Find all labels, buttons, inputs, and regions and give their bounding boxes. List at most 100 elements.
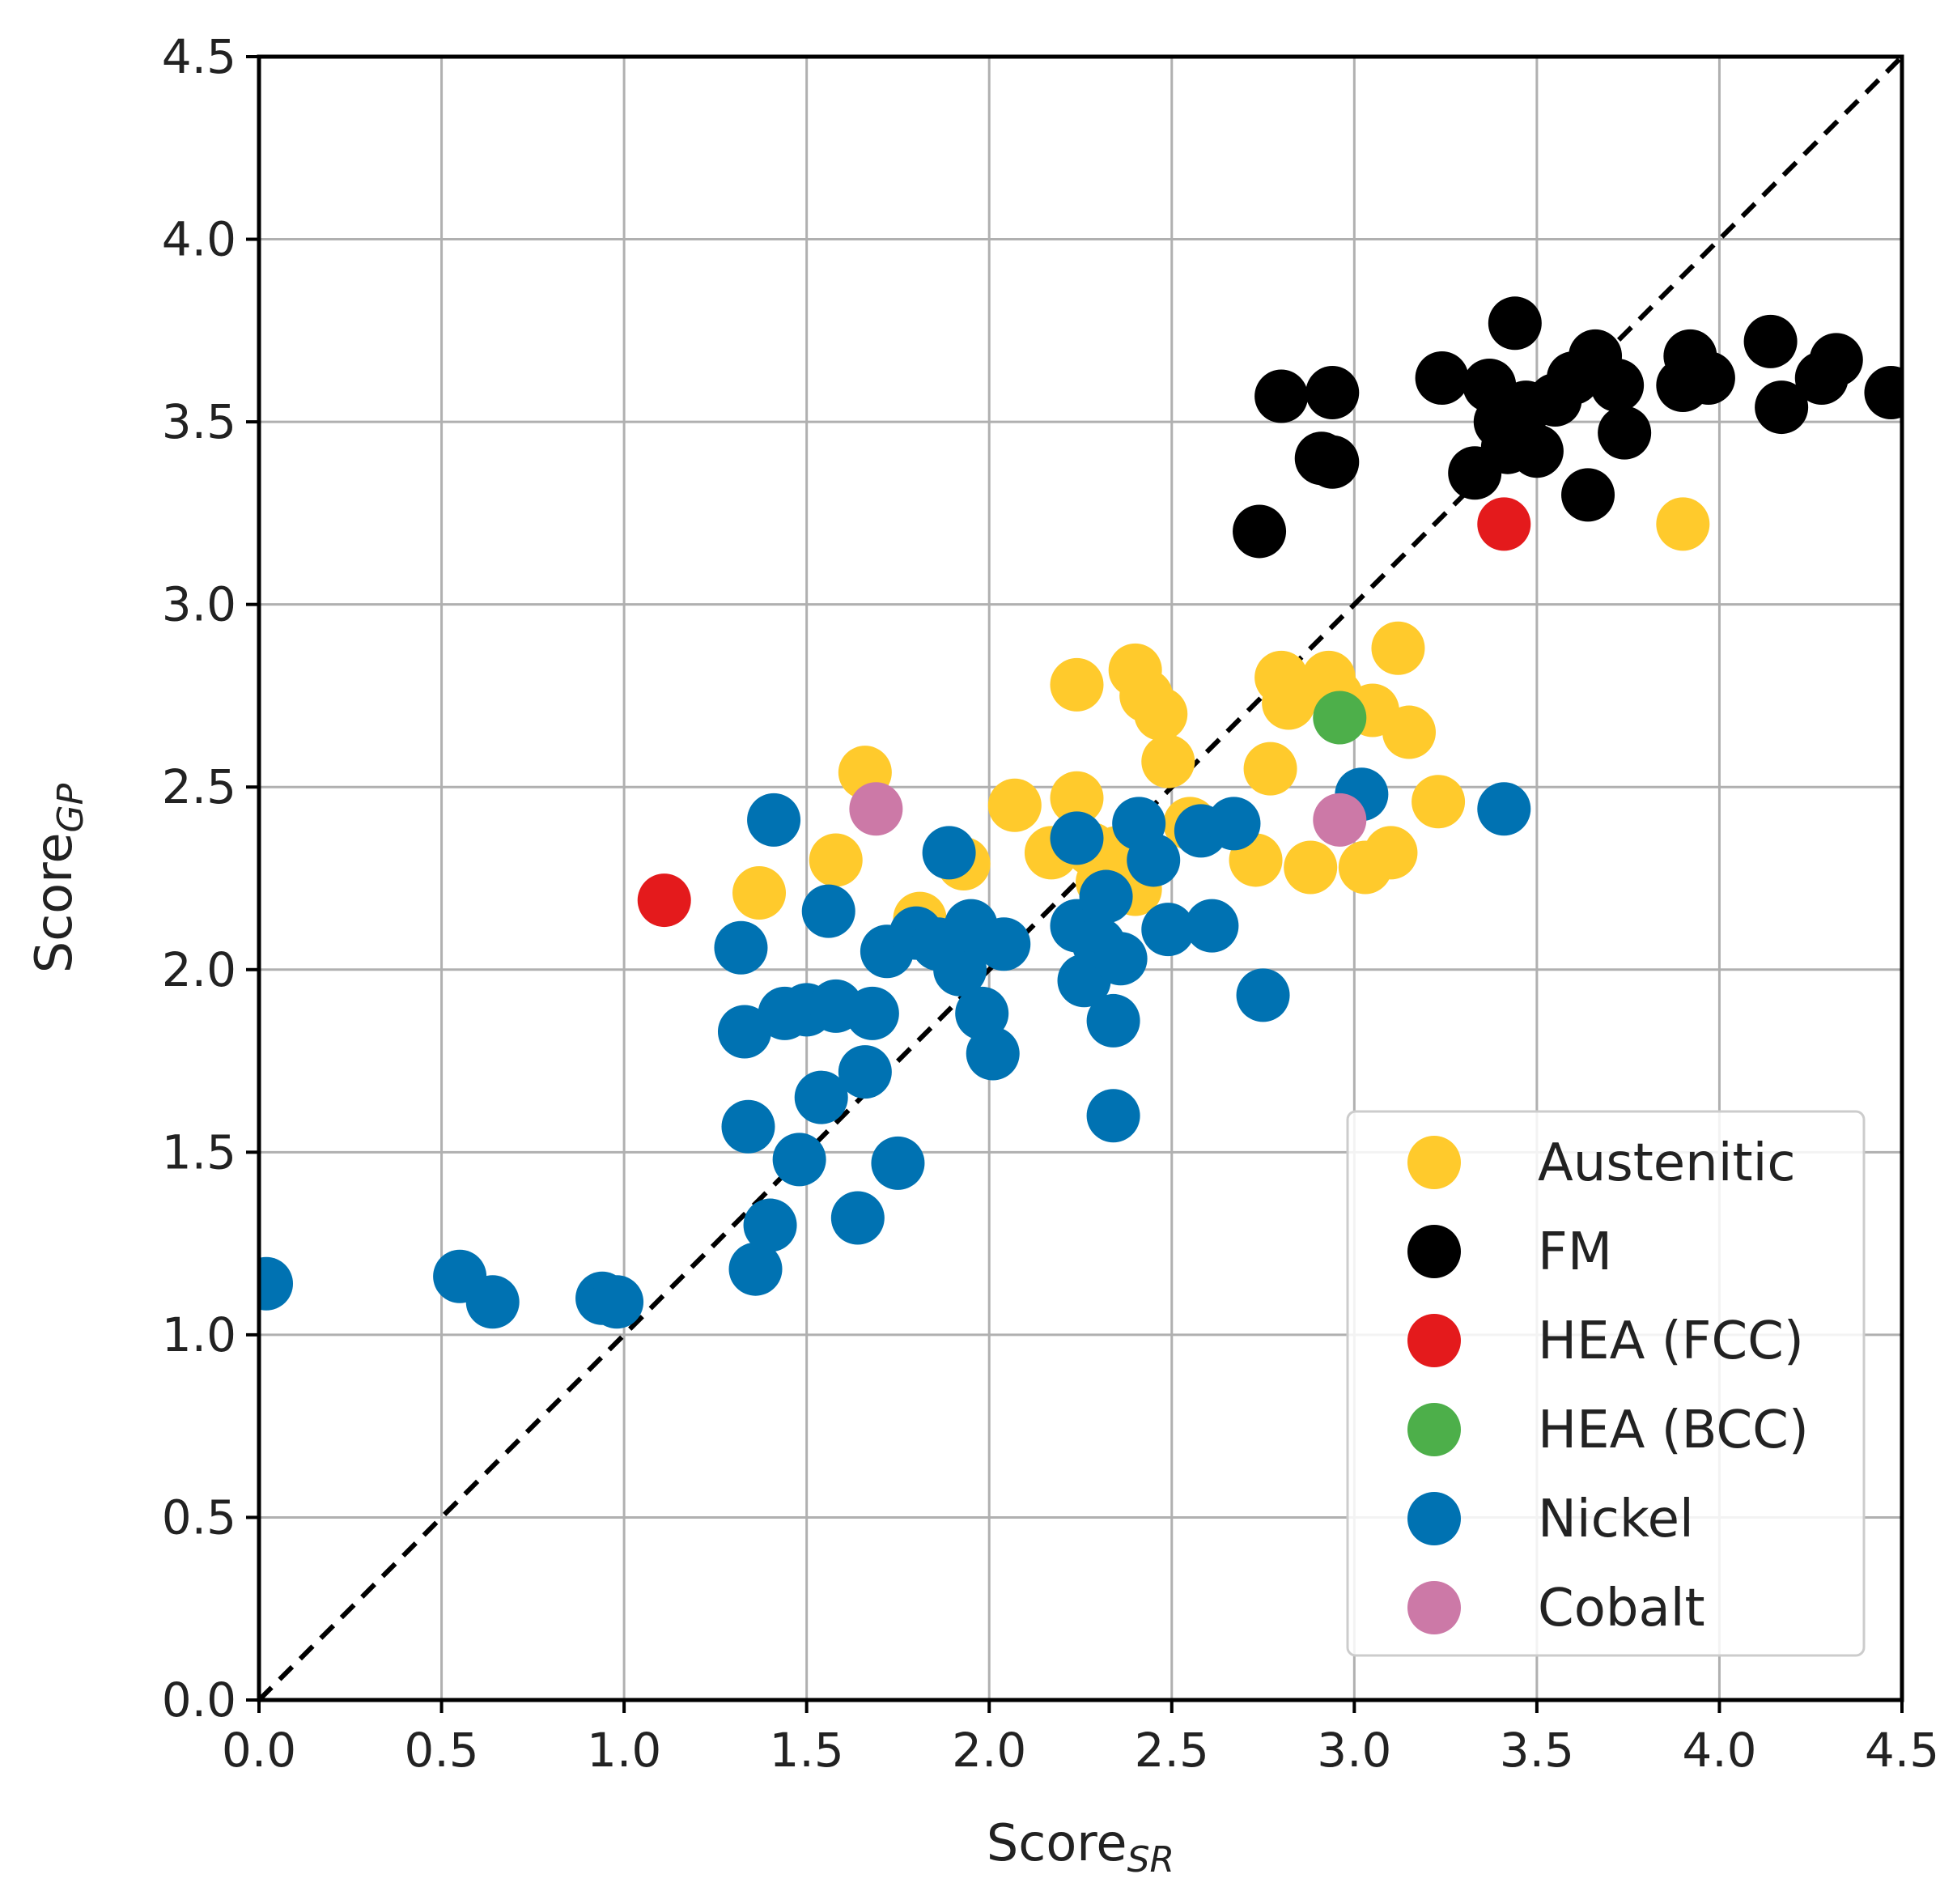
point-nickel bbox=[1079, 869, 1133, 924]
x-tick-label: 2.5 bbox=[1135, 1723, 1209, 1778]
y-tick-label: 1.5 bbox=[162, 1124, 236, 1179]
legend-marker-cobalt bbox=[1407, 1581, 1461, 1634]
x-tick-label: 0.5 bbox=[404, 1723, 478, 1778]
point-nickel bbox=[1127, 833, 1181, 887]
y-axis-label: ScoreGP bbox=[24, 783, 91, 973]
point-nickel bbox=[465, 1275, 520, 1329]
x-axis-label-main: Score bbox=[987, 1813, 1127, 1872]
point-austenitic bbox=[809, 833, 863, 887]
point-cobalt bbox=[1313, 793, 1367, 847]
legend-box bbox=[1346, 1110, 1866, 1657]
x-tick-label: 3.5 bbox=[1500, 1723, 1574, 1778]
point-nickel bbox=[1086, 1089, 1140, 1143]
point-nickel bbox=[794, 1070, 848, 1124]
point-nickel bbox=[1185, 899, 1239, 953]
point-austenitic bbox=[1382, 705, 1436, 759]
point-hea-fcc bbox=[637, 873, 691, 928]
point-fm bbox=[1509, 424, 1564, 478]
point-fm bbox=[1598, 406, 1652, 460]
identity-line-group bbox=[257, 54, 1904, 1702]
point-fm bbox=[1590, 359, 1645, 412]
y-axis-label-main: Score bbox=[24, 832, 83, 973]
point-nickel bbox=[922, 826, 976, 880]
point-fm bbox=[1561, 468, 1615, 522]
point-nickel bbox=[845, 986, 899, 1040]
x-axis-label: ScoreSR bbox=[987, 1813, 1174, 1881]
point-nickel bbox=[259, 1256, 294, 1311]
y-tick-label: 4.5 bbox=[162, 29, 236, 84]
point-fm bbox=[1488, 296, 1542, 351]
point-nickel bbox=[1141, 903, 1195, 957]
point-fm bbox=[1755, 380, 1809, 435]
axis-ticks: 0.0 0.5 1.0 1.5 2.0 2.5 3.0 3.5 4.0 4.5 0.0 0.5 1.0 1… bbox=[162, 29, 1939, 1778]
legend-marker-hea-bcc bbox=[1407, 1403, 1461, 1456]
point-hea-fcc bbox=[1477, 497, 1531, 551]
point-nickel bbox=[801, 884, 855, 938]
point-austenitic bbox=[1243, 742, 1297, 796]
x-tick-label: 4.5 bbox=[1865, 1723, 1939, 1778]
y-tick-label: 4.0 bbox=[162, 212, 236, 267]
y-tick-label: 0.5 bbox=[162, 1490, 236, 1545]
point-nickel bbox=[590, 1275, 644, 1329]
identity-reference-line bbox=[257, 54, 1904, 1702]
y-tick-label: 2.5 bbox=[162, 759, 236, 814]
x-tick-label: 1.0 bbox=[587, 1723, 661, 1778]
point-hea-bcc bbox=[1313, 691, 1367, 745]
point-austenitic bbox=[1371, 621, 1425, 675]
y-tick-label: 0.0 bbox=[162, 1672, 236, 1728]
legend-marker-austenitic bbox=[1407, 1136, 1461, 1189]
legend-label-nickel: Nickel bbox=[1538, 1490, 1694, 1549]
point-fm bbox=[1681, 351, 1735, 405]
point-fm bbox=[1254, 369, 1309, 423]
legend: Austenitic FM HEA (FCC) HEA (BCC) Nickel Coba… bbox=[1346, 1110, 1866, 1657]
point-nickel bbox=[1050, 811, 1104, 865]
y-tick-label: 3.5 bbox=[162, 394, 236, 449]
point-austenitic bbox=[1050, 657, 1104, 712]
point-fm bbox=[1305, 435, 1360, 489]
x-axis-label-subscript: SR bbox=[1127, 1839, 1175, 1881]
legend-marker-hea-fcc bbox=[1407, 1314, 1461, 1367]
point-nickel bbox=[1236, 968, 1290, 1022]
y-tick-label: 1.0 bbox=[162, 1307, 236, 1362]
point-austenitic bbox=[1050, 771, 1104, 825]
point-austenitic bbox=[1134, 687, 1188, 741]
legend-label-fm: FM bbox=[1538, 1222, 1612, 1282]
point-nickel bbox=[714, 920, 768, 975]
legend-label-hea-fcc: HEA (FCC) bbox=[1538, 1311, 1804, 1371]
point-nickel bbox=[1093, 932, 1148, 986]
point-austenitic bbox=[1141, 734, 1195, 788]
point-nickel bbox=[1086, 993, 1140, 1048]
point-nickel bbox=[966, 1026, 1020, 1081]
point-cobalt bbox=[849, 782, 903, 836]
point-austenitic bbox=[987, 778, 1042, 832]
x-tick-label: 1.5 bbox=[770, 1723, 844, 1778]
point-nickel bbox=[721, 1099, 775, 1154]
point-nickel bbox=[977, 917, 1031, 971]
point-fm bbox=[1415, 351, 1469, 405]
point-fm bbox=[1864, 366, 1902, 420]
point-nickel bbox=[747, 793, 801, 847]
x-tick-label: 3.0 bbox=[1317, 1723, 1391, 1778]
point-nickel bbox=[1477, 782, 1531, 836]
y-tick-label: 3.0 bbox=[162, 577, 236, 632]
point-nickel bbox=[1207, 797, 1261, 851]
legend-marker-nickel bbox=[1407, 1492, 1461, 1545]
point-fm bbox=[1233, 504, 1287, 559]
point-nickel bbox=[838, 1045, 892, 1099]
x-tick-label: 0.0 bbox=[222, 1723, 296, 1778]
legend-label-hea-bcc: HEA (BCC) bbox=[1538, 1400, 1809, 1460]
point-austenitic bbox=[1656, 497, 1710, 551]
x-tick-label: 4.0 bbox=[1682, 1723, 1756, 1778]
x-tick-label: 2.0 bbox=[952, 1723, 1026, 1778]
point-austenitic bbox=[1284, 840, 1338, 895]
point-fm bbox=[1305, 366, 1360, 420]
point-nickel bbox=[871, 1136, 925, 1190]
legend-label-cobalt: Cobalt bbox=[1538, 1579, 1705, 1638]
point-austenitic bbox=[732, 866, 787, 920]
point-nickel bbox=[933, 942, 987, 997]
point-nickel bbox=[717, 1005, 771, 1059]
point-nickel bbox=[772, 1133, 826, 1187]
data-points bbox=[259, 296, 1902, 1329]
